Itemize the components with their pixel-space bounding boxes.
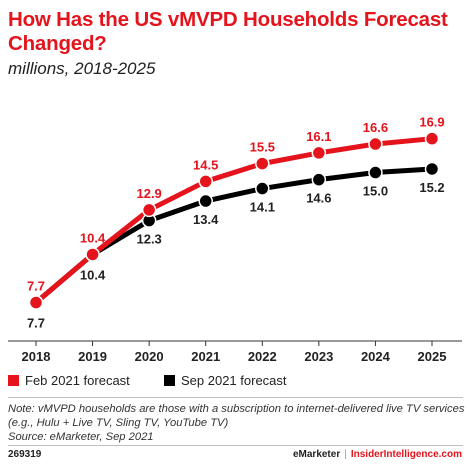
data-point-sep-2021 — [198, 193, 213, 209]
legend-label-sep: Sep 2021 forecast — [181, 373, 287, 388]
note-divider — [8, 397, 463, 398]
legend-item-sep: Sep 2021 forecast — [164, 373, 287, 388]
data-label-feb-2021: 14.5 — [193, 157, 218, 172]
note-line-2: (e.g., Hulu + Live TV, Sling TV, YouTube… — [8, 417, 229, 429]
data-label-feb-2024: 16.6 — [363, 120, 388, 135]
legend-swatch-feb — [8, 375, 19, 386]
chart-id: 269319 — [8, 449, 42, 460]
data-label-feb-2025: 16.9 — [419, 115, 444, 130]
data-point-feb-2018 — [28, 295, 44, 310]
legend-label-feb: Feb 2021 forecast — [25, 373, 130, 388]
data-point-feb-2022 — [255, 156, 270, 171]
data-point-feb-2020 — [141, 202, 157, 218]
data-label-sep-2020: 12.3 — [136, 232, 161, 247]
data-point-feb-2025 — [424, 131, 440, 146]
legend-swatch-sep — [164, 375, 175, 386]
x-tick-label-2019: 2019 — [78, 349, 107, 364]
footer-divider — [8, 445, 463, 446]
chart-title: How Has the US vMVPD Households Forecast… — [8, 8, 448, 55]
data-label-feb-2018: 7.7 — [27, 279, 45, 294]
note-line-1: Note: vMVPD households are those with a … — [8, 403, 465, 415]
x-tick-label-2023: 2023 — [304, 349, 333, 364]
data-point-sep-2023 — [311, 172, 327, 187]
data-label-sep-2023: 14.6 — [306, 191, 331, 206]
data-label-feb-2019: 10.4 — [80, 230, 106, 245]
note-source: Source: eMarketer, Sep 2021 — [8, 431, 154, 443]
legend-item-feb: Feb 2021 forecast — [8, 373, 130, 388]
brand-separator: | — [344, 449, 347, 460]
data-label-sep-2025: 15.2 — [419, 180, 444, 195]
data-label-sep-2019: 10.4 — [80, 267, 106, 282]
data-point-sep-2024 — [368, 165, 383, 180]
chart-subtitle: millions, 2018-2025 — [8, 59, 156, 78]
x-tick-label-2022: 2022 — [248, 349, 277, 364]
series-line-feb — [33, 136, 435, 306]
x-tick-label-2021: 2021 — [191, 349, 220, 364]
data-label-feb-2022: 15.5 — [250, 140, 275, 155]
x-tick-label-2024: 2024 — [361, 349, 391, 364]
x-tick-label-2020: 2020 — [135, 349, 164, 364]
data-point-feb-2024 — [368, 136, 383, 152]
data-label-feb-2023: 16.1 — [306, 129, 331, 144]
data-label-feb-2020: 12.9 — [136, 186, 161, 201]
brand-emarketer: eMarketer — [292, 449, 341, 460]
data-label-sep-2024: 15.0 — [363, 184, 388, 199]
data-label-sep-2022: 14.1 — [250, 200, 275, 215]
brand-insider-intelligence: InsiderIntelligence.com — [350, 449, 462, 460]
chart-note: Note: vMVPD households are those with a … — [8, 402, 466, 444]
x-tick-label-2018: 2018 — [22, 349, 51, 364]
x-tick-label-2025: 2025 — [418, 349, 447, 364]
data-point-sep-2022 — [255, 181, 270, 196]
data-point-sep-2025 — [424, 161, 440, 177]
data-point-feb-2019 — [85, 247, 100, 262]
data-label-sep-2021: 13.4 — [193, 212, 219, 227]
data-point-feb-2023 — [311, 145, 327, 161]
data-point-feb-2021 — [198, 174, 213, 189]
data-label-sep-2018: 7.7 — [27, 316, 45, 331]
footer-brand: eMarketer | InsiderIntelligence.com — [293, 449, 462, 460]
